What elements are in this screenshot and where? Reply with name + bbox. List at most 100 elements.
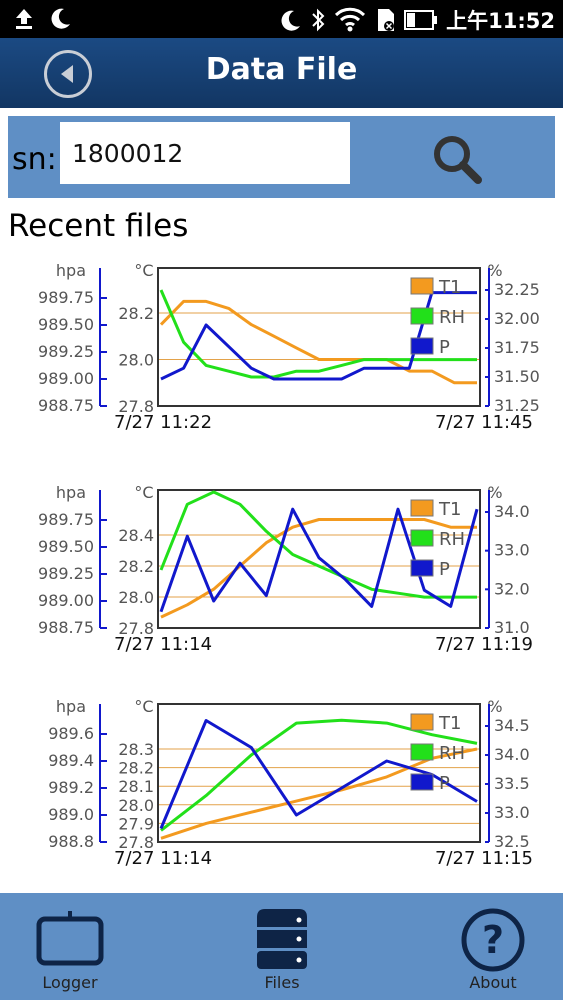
legend-label-t1: T1 bbox=[438, 713, 461, 734]
clock: 上午11:52 bbox=[446, 9, 555, 33]
end-time-label: 7/27 11:19 bbox=[435, 634, 533, 655]
start-time-label: 7/27 11:14 bbox=[114, 634, 212, 655]
bottom-nav: Logger Files ? About bbox=[0, 893, 563, 1000]
legend-swatch-rh bbox=[410, 529, 434, 547]
rh-axis-tick-label: 34.5 bbox=[494, 716, 530, 735]
t-axis-tick-label: 28.2 bbox=[118, 304, 154, 323]
wifi-icon bbox=[335, 7, 366, 32]
legend-swatch-p bbox=[410, 559, 434, 577]
rh-axis-tick-label: 31.25 bbox=[494, 396, 540, 415]
t-axis-tick-label: 28.0 bbox=[118, 588, 154, 607]
svg-text:?: ? bbox=[482, 918, 504, 962]
rh-axis-tick-label: 33.5 bbox=[494, 774, 530, 793]
nav-about[interactable]: ? About bbox=[423, 893, 563, 1000]
rh-axis-tick-label: 31.0 bbox=[494, 618, 530, 637]
series-line-p bbox=[159, 507, 479, 613]
status-bar: 上午11:52 bbox=[0, 0, 563, 38]
p-axis-tick-label: 988.75 bbox=[38, 396, 94, 415]
legend-label-p: P bbox=[439, 559, 450, 580]
p-axis-tick-label: 989.25 bbox=[38, 342, 94, 361]
p-axis-unit: hpa bbox=[56, 261, 86, 280]
rh-axis-tick-label: 34.0 bbox=[494, 502, 530, 521]
p-axis-tick-label: 989.00 bbox=[38, 591, 94, 610]
t-axis-tick-label: 27.8 bbox=[118, 833, 154, 852]
p-axis-tick-label: 989.00 bbox=[38, 369, 94, 388]
p-axis-tick-label: 989.25 bbox=[38, 564, 94, 583]
app-header: Data File bbox=[0, 38, 563, 108]
nav-files-label: Files bbox=[264, 973, 300, 992]
t-axis-tick-label: 28.4 bbox=[118, 526, 154, 545]
legend-swatch-p bbox=[410, 773, 434, 791]
p-axis-tick-label: 989.0 bbox=[48, 805, 94, 824]
legend-label-rh: RH bbox=[439, 529, 465, 550]
legend-swatch-t1 bbox=[410, 277, 434, 295]
nav-files[interactable]: Files bbox=[212, 893, 352, 1000]
back-arrow-icon bbox=[61, 65, 73, 83]
page-title: Data File bbox=[205, 52, 358, 87]
nav-logger-label: Logger bbox=[42, 973, 98, 992]
rh-axis-tick-label: 31.75 bbox=[494, 338, 540, 357]
t-axis-unit: °C bbox=[134, 483, 153, 502]
legend-label-rh: RH bbox=[439, 307, 465, 328]
series-line-t1 bbox=[160, 518, 477, 619]
series-line-rh bbox=[160, 718, 478, 832]
series-line-p bbox=[159, 719, 478, 830]
rh-axis-tick-label: 32.25 bbox=[494, 280, 540, 299]
legend-label-p: P bbox=[439, 773, 450, 794]
sd-card-icon bbox=[378, 9, 395, 31]
series-line-rh bbox=[159, 289, 477, 379]
battery-icon bbox=[404, 10, 438, 30]
series-line-rh bbox=[159, 490, 477, 599]
series-line-t1 bbox=[160, 747, 478, 840]
rh-axis-unit: % bbox=[487, 261, 502, 280]
logger-device-icon bbox=[36, 911, 104, 966]
p-axis-tick-label: 989.2 bbox=[48, 778, 94, 797]
search-button[interactable] bbox=[428, 132, 488, 188]
t-axis-tick-label: 28.1 bbox=[118, 777, 154, 796]
p-axis-unit: hpa bbox=[56, 697, 86, 716]
sn-input[interactable] bbox=[60, 122, 350, 184]
t-axis-unit: °C bbox=[134, 261, 153, 280]
status-right: 上午11:52 bbox=[280, 5, 555, 35]
chart-svg: hpa °C % 989.75 989.50 989.25 989.00 988.75 28.4… bbox=[38, 483, 533, 655]
recent-file-chart-3[interactable]: hpa °C% 989.6 989.4 989.2 989.0 988.8 28.3 28.2 2… bbox=[8, 692, 555, 892]
t-axis-tick-label: 27.8 bbox=[118, 619, 154, 638]
end-time-label: 7/27 11:15 bbox=[435, 848, 533, 869]
t-axis-unit: °C bbox=[134, 697, 153, 716]
nav-logger[interactable]: Logger bbox=[0, 893, 140, 1000]
files-server-icon bbox=[257, 909, 307, 969]
p-axis-tick-label: 988.8 bbox=[48, 832, 94, 851]
t-axis-tick-label: 27.9 bbox=[118, 814, 154, 833]
moon-icon bbox=[281, 10, 301, 31]
legend-label-t1: T1 bbox=[438, 499, 461, 520]
legend-label-p: P bbox=[439, 337, 450, 358]
t-axis-tick-label: 28.2 bbox=[118, 557, 154, 576]
t-axis-tick-label: 28.2 bbox=[118, 759, 154, 778]
end-time-label: 7/27 11:45 bbox=[435, 412, 533, 433]
p-axis-tick-label: 989.4 bbox=[48, 751, 94, 770]
bluetooth-icon bbox=[312, 8, 325, 32]
rh-axis-unit: % bbox=[487, 483, 502, 502]
rh-axis-tick-label: 33.0 bbox=[494, 541, 530, 560]
status-left bbox=[14, 6, 72, 30]
plot-frame bbox=[157, 267, 481, 407]
p-axis-tick-label: 989.75 bbox=[38, 288, 94, 307]
recent-files-title: Recent files bbox=[8, 208, 189, 244]
rh-axis-tick-label: 32.5 bbox=[494, 832, 530, 851]
recent-file-chart-1[interactable]: hpa °C% 989.75 989.50 989.25 989.00 988.75 28.2… bbox=[8, 256, 555, 456]
legend-swatch-rh bbox=[410, 743, 434, 761]
rh-axis-unit: % bbox=[487, 697, 502, 716]
start-time-label: 7/27 11:22 bbox=[114, 412, 212, 433]
t-axis-tick-label: 28.0 bbox=[118, 796, 154, 815]
rh-axis-tick-label: 31.50 bbox=[494, 367, 540, 386]
legend-swatch-t1 bbox=[410, 499, 434, 517]
recent-file-chart-2[interactable]: hpa °C% 989.75 989.50 989.25 989.00 988.75 28.4… bbox=[8, 478, 555, 678]
plot-frame bbox=[157, 489, 481, 629]
back-button[interactable] bbox=[44, 50, 92, 98]
p-axis-tick-label: 989.50 bbox=[38, 315, 94, 334]
p-axis-tick-label: 989.6 bbox=[48, 724, 94, 743]
p-axis-unit: hpa bbox=[56, 483, 86, 502]
legend-label-rh: RH bbox=[439, 743, 465, 764]
t-axis-tick-label: 28.0 bbox=[118, 351, 154, 370]
p-axis-tick-label: 989.75 bbox=[38, 510, 94, 529]
